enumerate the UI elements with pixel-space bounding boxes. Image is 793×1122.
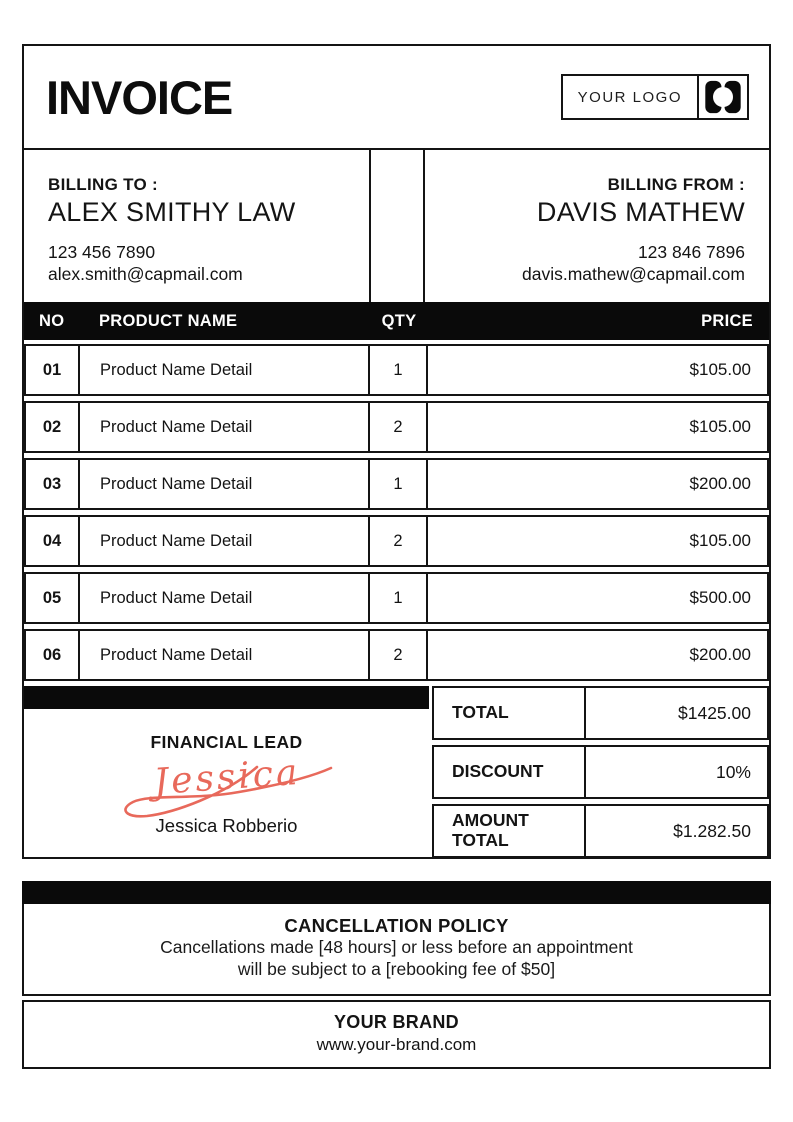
brand-website: www.your-brand.com xyxy=(316,1034,477,1054)
discount-row: DISCOUNT 10% xyxy=(432,745,769,799)
row-quantity: 2 xyxy=(370,517,428,565)
brand-name: YOUR BRAND xyxy=(333,1011,459,1032)
billing-to-block: BILLING TO : ALEX SMITHY LAW 123 456 789… xyxy=(24,150,369,302)
brand-box: YOUR BRAND www.your-brand.com xyxy=(22,999,771,1069)
amount-total-row: AMOUNT TOTAL $1.282.50 xyxy=(432,804,769,858)
row-quantity: 2 xyxy=(370,403,428,451)
row-quantity: 1 xyxy=(370,460,428,508)
billing-from-email: davis.mathew@capmail.com xyxy=(522,264,745,285)
signature-region: FINANCIAL LEAD Jessica Jessica Robberio xyxy=(24,686,429,857)
billing-to-name: ALEX SMITHY LAW xyxy=(48,197,296,227)
policy-line-2: will be subject to a [rebooking fee of $… xyxy=(237,958,556,979)
table-row: 03 Product Name Detail 1 $200.00 xyxy=(24,458,769,510)
row-number: 03 xyxy=(26,460,80,508)
billing-from-phone: 123 846 7896 xyxy=(637,242,745,262)
invoice-sheet: INVOICE YOUR LOGO BILLING TO : ALEX SMIT… xyxy=(22,44,771,1069)
row-price: $500.00 xyxy=(689,588,751,607)
discount-label: DISCOUNT xyxy=(434,747,586,797)
amount-total-label: AMOUNT TOTAL xyxy=(434,806,586,856)
table-row: 01 Product Name Detail 1 $105.00 xyxy=(24,344,769,396)
table-row: 05 Product Name Detail 1 $500.00 xyxy=(24,572,769,624)
row-product-name: Product Name Detail xyxy=(80,346,370,394)
policy-heading: CANCELLATION POLICY xyxy=(284,915,509,936)
cancellation-policy-box: CANCELLATION POLICY Cancellations made [… xyxy=(22,904,771,996)
signature-flourish xyxy=(123,765,332,818)
brand-logo-icon xyxy=(697,76,747,118)
row-price: $200.00 xyxy=(689,474,751,493)
billing-to-email: alex.smith@capmail.com xyxy=(48,264,243,285)
invoice-header: INVOICE YOUR LOGO xyxy=(24,46,769,150)
row-price: $200.00 xyxy=(689,645,751,664)
billing-from-block: BILLING FROM : DAVIS MATHEW 123 846 7896… xyxy=(425,150,770,302)
footer-black-bar xyxy=(22,881,771,904)
table-row: 04 Product Name Detail 2 $105.00 xyxy=(24,515,769,567)
total-value: $1425.00 xyxy=(678,702,751,723)
row-product-name: Product Name Detail xyxy=(80,574,370,622)
row-product-name: Product Name Detail xyxy=(80,517,370,565)
billing-section: BILLING TO : ALEX SMITHY LAW 123 456 789… xyxy=(24,150,769,302)
column-header-no: NO xyxy=(39,311,65,330)
signer-name: Jessica Robberio xyxy=(155,815,298,836)
summary-section: FINANCIAL LEAD Jessica Jessica Robberio … xyxy=(24,686,769,858)
row-number: 05 xyxy=(26,574,80,622)
row-product-name: Product Name Detail xyxy=(80,631,370,679)
row-number: 01 xyxy=(26,346,80,394)
billing-from-name: DAVIS MATHEW xyxy=(536,197,745,227)
billing-to-heading: BILLING TO : xyxy=(48,175,158,194)
billing-to-phone: 123 456 7890 xyxy=(48,242,156,262)
row-price: $105.00 xyxy=(689,360,751,379)
billing-from-heading: BILLING FROM : xyxy=(607,175,745,194)
row-number: 02 xyxy=(26,403,80,451)
row-price: $105.00 xyxy=(689,417,751,436)
column-header-product: PRODUCT NAME xyxy=(99,311,238,330)
policy-line-1: Cancellations made [48 hours] or less be… xyxy=(160,937,633,957)
signature: Jessica xyxy=(107,752,347,819)
row-product-name: Product Name Detail xyxy=(80,460,370,508)
row-number: 06 xyxy=(26,631,80,679)
billing-divider-column xyxy=(368,150,425,302)
total-row: TOTAL $1425.00 xyxy=(432,686,769,740)
row-product-name: Product Name Detail xyxy=(80,403,370,451)
logo-box: YOUR LOGO xyxy=(560,74,749,120)
row-number: 04 xyxy=(26,517,80,565)
signer-role: FINANCIAL LEAD xyxy=(150,732,303,752)
row-price: $105.00 xyxy=(689,531,751,550)
invoice-main-box: INVOICE YOUR LOGO BILLING TO : ALEX SMIT… xyxy=(22,44,771,859)
column-header-price: PRICE xyxy=(701,311,753,330)
totals-region: TOTAL $1425.00 DISCOUNT 10% AMOUNT TOTAL… xyxy=(429,686,769,858)
total-label: TOTAL xyxy=(434,688,586,738)
table-row: 02 Product Name Detail 2 $105.00 xyxy=(24,401,769,453)
discount-value: 10% xyxy=(715,761,751,782)
amount-total-value: $1.282.50 xyxy=(673,820,751,841)
table-row: 06 Product Name Detail 2 $200.00 xyxy=(24,629,769,681)
column-header-qty: QTY xyxy=(381,311,417,330)
logo-placeholder-label: YOUR LOGO xyxy=(577,88,682,106)
row-quantity: 1 xyxy=(370,346,428,394)
row-quantity: 1 xyxy=(370,574,428,622)
items-table-body: 01 Product Name Detail 1 $105.00 02 Prod… xyxy=(24,340,769,681)
page-title: INVOICE xyxy=(46,70,233,124)
items-table-header: NO PRODUCT NAME QTY PRICE xyxy=(24,302,769,340)
row-quantity: 2 xyxy=(370,631,428,679)
black-divider-bar xyxy=(24,686,429,709)
